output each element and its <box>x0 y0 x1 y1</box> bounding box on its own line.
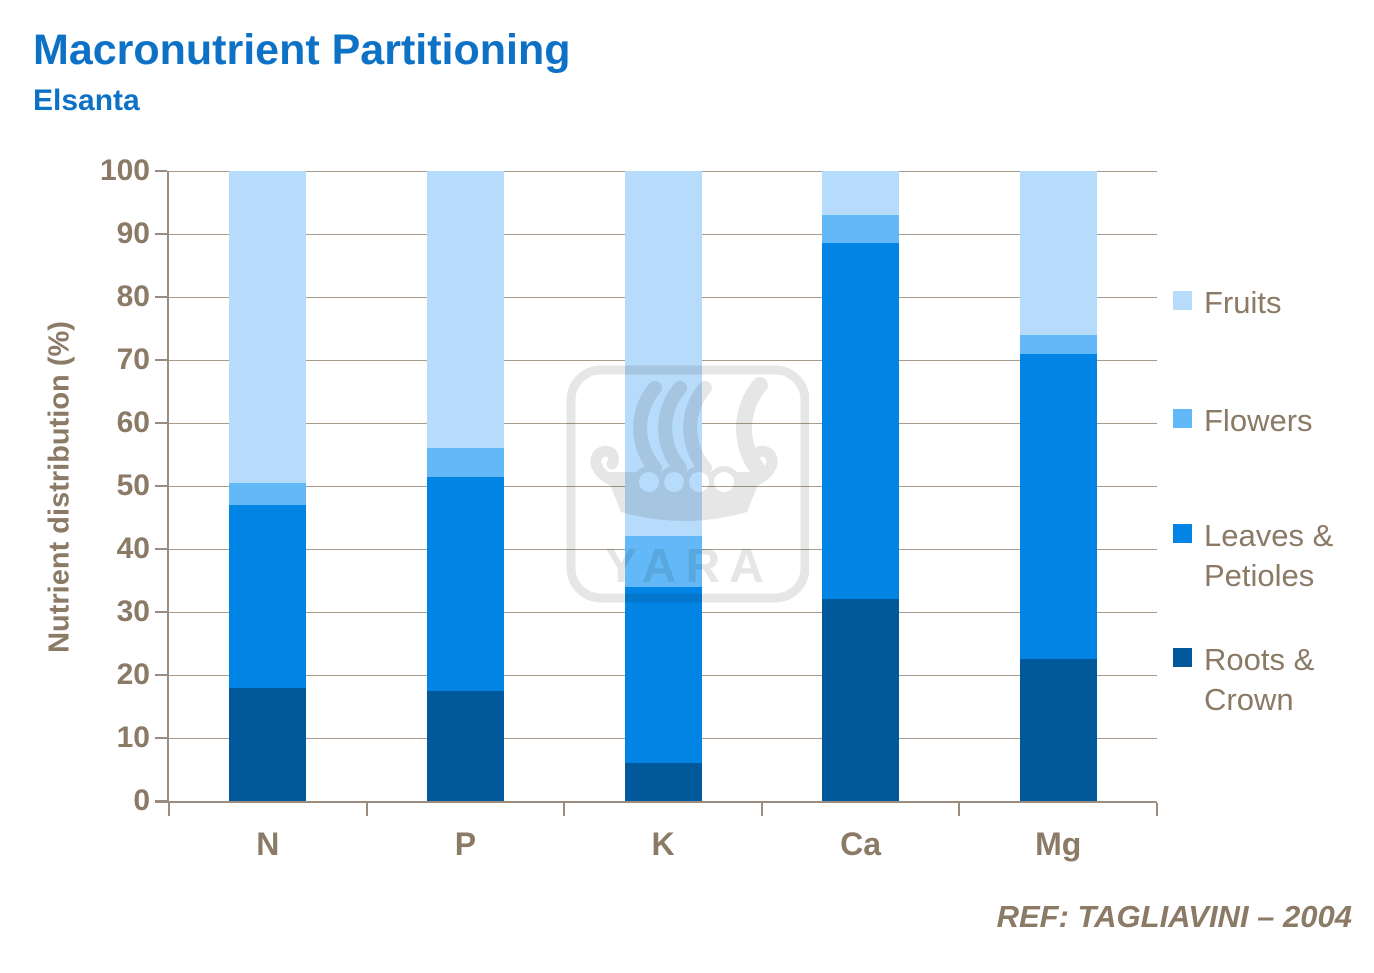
legend-label-fruits: Fruits <box>1204 285 1282 320</box>
bar-ca-segment-flowers <box>822 215 900 244</box>
y-tick-label-30: 30 <box>116 595 150 628</box>
x-axis-label-mg: Mg <box>1035 826 1082 862</box>
chart-title: Macronutrient Partitioning <box>33 26 571 74</box>
bar-mg <box>1019 171 1097 801</box>
bar-ca-segment-fruits <box>822 171 900 216</box>
chart-subtitle: Elsanta <box>33 84 140 117</box>
x-axis-label-n: N <box>256 826 280 862</box>
reference-text: REF: TAGLIAVINI – 2004 <box>996 899 1352 934</box>
y-tick-label-80: 80 <box>116 280 150 313</box>
x-axis-label-ca: Ca <box>840 826 882 862</box>
y-tick-10 <box>155 737 167 739</box>
bar-n-segment-roots-crown <box>229 687 307 801</box>
x-tick-2 <box>563 803 566 816</box>
legend-swatch-flowers <box>1173 409 1192 428</box>
legend-label-leaves-petioles: Leaves & Petioles <box>1204 518 1334 593</box>
ship-hull-icon <box>590 445 778 521</box>
legend-swatch-fruits <box>1173 291 1192 310</box>
x-tick-1 <box>365 803 368 816</box>
bar-ca-segment-leaves-petioles <box>822 243 900 600</box>
watermark-frame <box>566 365 809 603</box>
y-tick-label-90: 90 <box>116 217 150 250</box>
y-axis-line <box>167 171 169 802</box>
bar-p-segment-flowers <box>426 448 504 477</box>
y-tick-label-20: 20 <box>116 658 150 691</box>
bar-k-segment-roots-crown <box>624 763 702 801</box>
y-tick-70 <box>155 359 167 361</box>
y-tick-label-50: 50 <box>116 469 150 502</box>
bar-k-segment-leaves-petioles <box>624 586 702 764</box>
plot-area <box>169 171 1157 801</box>
ship-sails-icon <box>633 377 768 480</box>
y-tick-label-100: 100 <box>99 154 150 187</box>
bar-ca-segment-roots-crown <box>822 599 900 801</box>
legend-swatch-leaves-petioles <box>1173 524 1192 543</box>
y-tick-50 <box>155 485 167 487</box>
bar-p-segment-roots-crown <box>426 690 504 801</box>
x-tick-4 <box>958 803 961 816</box>
legend-label-flowers: Flowers <box>1204 403 1313 438</box>
x-tick-3 <box>760 803 763 816</box>
y-tick-20 <box>155 674 167 676</box>
watermark-text: YARA <box>605 540 773 593</box>
x-axis-line <box>155 801 1157 803</box>
y-tick-90 <box>155 233 167 235</box>
y-tick-60 <box>155 422 167 424</box>
bar-p-segment-leaves-petioles <box>426 476 504 691</box>
bar-mg-segment-leaves-petioles <box>1019 353 1097 660</box>
bar-mg-segment-roots-crown <box>1019 659 1097 801</box>
x-tick-5 <box>1156 803 1158 816</box>
legend-swatch-roots-crown <box>1173 648 1192 667</box>
y-tick-100 <box>155 170 167 172</box>
x-axis-label-p: P <box>454 826 477 862</box>
y-tick-label-10: 10 <box>116 721 150 754</box>
bar-mg-segment-fruits <box>1019 171 1097 335</box>
bar-n <box>229 171 307 801</box>
bar-ca <box>822 171 900 801</box>
y-tick-label-40: 40 <box>116 532 150 565</box>
legend-label-roots-crown: Roots & Crown <box>1204 642 1315 717</box>
y-tick-40 <box>155 548 167 550</box>
y-tick-label-60: 60 <box>116 406 150 439</box>
bar-p <box>426 171 504 801</box>
bar-mg-segment-flowers <box>1019 334 1097 354</box>
y-tick-label-0: 0 <box>133 784 150 817</box>
bar-n-segment-fruits <box>229 171 307 483</box>
y-tick-30 <box>155 611 167 613</box>
y-tick-label-70: 70 <box>116 343 150 376</box>
bar-n-segment-flowers <box>229 482 307 505</box>
x-axis-label-k: K <box>651 826 675 862</box>
bar-k-segment-flowers <box>624 536 702 587</box>
y-tick-80 <box>155 296 167 298</box>
bar-p-segment-fruits <box>426 171 504 449</box>
x-tick-0 <box>168 803 170 816</box>
y-tick-0 <box>155 800 167 802</box>
yara-watermark-logo: YARA <box>566 365 809 603</box>
bar-n-segment-leaves-petioles <box>229 504 307 688</box>
